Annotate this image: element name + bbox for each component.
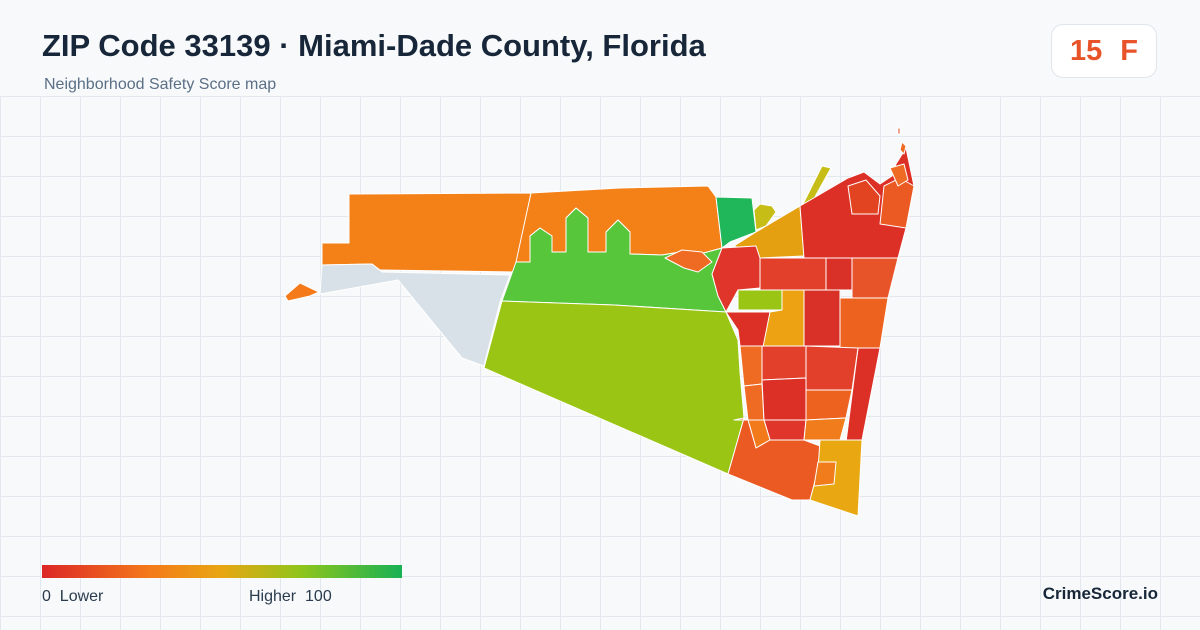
map-region-south-tip-orange[interactable] xyxy=(813,461,837,487)
map-region-amber-north[interactable] xyxy=(733,205,805,259)
brand-logo[interactable]: CrimeScore.io xyxy=(1042,584,1158,603)
legend-labels: 0 Lower Higher 100 xyxy=(42,588,402,608)
legend-max-value: 100 xyxy=(305,588,332,605)
map-region-orange-sm-1[interactable] xyxy=(739,345,763,387)
page-subtitle: Neighborhood Safety Score map xyxy=(44,76,277,93)
map-region-orange-ne[interactable] xyxy=(879,177,915,229)
legend-min-label: Lower xyxy=(59,588,104,605)
map-region-west[interactable] xyxy=(321,192,532,273)
safety-score-value: 15 xyxy=(1070,34,1103,67)
map-region-red-sm-2[interactable] xyxy=(805,345,859,391)
map-region-no-data xyxy=(319,263,511,367)
header-band xyxy=(0,0,1200,96)
map-region-red-mid-4[interactable] xyxy=(803,289,841,347)
map-region-tiny-tip-2[interactable] xyxy=(899,141,907,155)
map-region-red-mid-2[interactable] xyxy=(825,257,853,291)
map-region-orange-mid-e[interactable] xyxy=(851,257,899,299)
map-region-south-lime[interactable] xyxy=(483,300,745,475)
safety-score-grade: F xyxy=(1120,34,1138,67)
map-region-orange-sm-4[interactable] xyxy=(803,417,847,441)
safety-score-badge: 15 F xyxy=(1051,24,1157,78)
map-region-orange-sm-2[interactable] xyxy=(743,383,765,421)
map-region-orange-sm-3[interactable] xyxy=(805,389,853,421)
map-region-orange-mid-2[interactable] xyxy=(839,297,889,349)
map-region-orange-tip[interactable] xyxy=(889,163,909,187)
legend-min-value: 0 xyxy=(42,588,51,605)
map-region-red-sm-3[interactable] xyxy=(761,377,807,421)
map-region-red-sm-4[interactable] xyxy=(763,419,807,441)
map-region-lime-small[interactable] xyxy=(737,289,783,311)
legend-max-label: Higher xyxy=(249,588,297,605)
page-title: ZIP Code 33139 · Miami-Dade County, Flor… xyxy=(42,28,706,63)
map-region-yellow-2[interactable] xyxy=(753,203,777,231)
map-region-red-ne-2[interactable] xyxy=(847,179,881,215)
legend-gradient-bar xyxy=(42,565,402,578)
map-region-green-block[interactable] xyxy=(715,196,757,249)
map-region-red-mid-1[interactable] xyxy=(759,257,827,291)
legend-max: Higher 100 xyxy=(249,588,332,606)
map-region-red-sm-1[interactable] xyxy=(761,345,807,381)
map-region-notch[interactable] xyxy=(664,249,713,273)
legend-min: 0 Lower xyxy=(42,588,103,606)
map-region-west-spit[interactable] xyxy=(284,282,320,302)
map-region-tiny-tip[interactable] xyxy=(897,127,901,135)
